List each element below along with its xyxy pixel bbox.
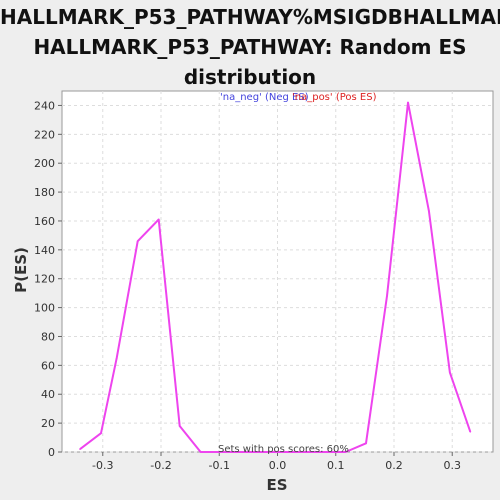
x-axis-label: ES xyxy=(266,476,287,494)
x-tick-label: -0.2 xyxy=(150,459,171,472)
series-point xyxy=(100,432,102,434)
y-tick-label: 180 xyxy=(34,186,55,199)
x-tick-label: 0.2 xyxy=(385,459,403,472)
y-tick-label: 80 xyxy=(41,330,55,343)
y-tick-label: 20 xyxy=(41,417,55,430)
series-point xyxy=(386,295,388,297)
x-tick-label: -0.3 xyxy=(92,459,113,472)
y-tick-label: 220 xyxy=(34,128,55,141)
x-tick-label: 0.3 xyxy=(443,459,461,472)
y-tick-label: 140 xyxy=(34,244,55,257)
series-point xyxy=(449,372,451,374)
y-tick-label: 60 xyxy=(41,359,55,372)
y-tick-label: 160 xyxy=(34,215,55,228)
y-tick-label: 240 xyxy=(34,99,55,112)
series-point xyxy=(158,219,160,221)
series-point xyxy=(428,210,430,212)
series-point xyxy=(200,451,202,453)
y-tick-label: 0 xyxy=(48,446,55,459)
series-point xyxy=(116,357,118,359)
y-tick-label: 200 xyxy=(34,157,55,170)
x-tick-label: -0.1 xyxy=(209,459,230,472)
y-axis-label: P(ES) xyxy=(12,247,30,293)
y-tick-label: 40 xyxy=(41,388,55,401)
annotation-text: Sets with pos scores: 60% xyxy=(218,444,349,455)
y-tick-label: 100 xyxy=(34,302,55,315)
series-point xyxy=(365,443,367,445)
series-point xyxy=(79,448,81,450)
legend-entry-pos: 'na_pos' (Pos ES) xyxy=(292,92,377,103)
y-tick-label: 120 xyxy=(34,273,55,286)
series-point xyxy=(469,431,471,433)
series-point xyxy=(137,240,139,242)
series-point xyxy=(407,102,409,104)
series-point xyxy=(179,425,181,427)
x-tick-label: 0.1 xyxy=(327,459,345,472)
x-tick-label: 0.0 xyxy=(269,459,287,472)
